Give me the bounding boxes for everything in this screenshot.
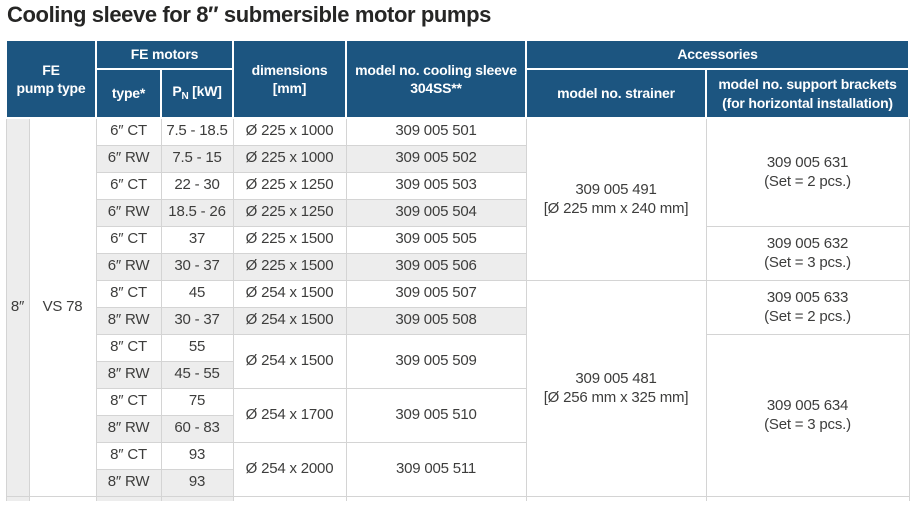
table-row: 6″ RW 7.5 - 15 Ø 225 x 1000 309 005 502 [6,144,909,173]
table-row: 6″ RW 18.5 - 26 Ø 225 x 1250 309 005 504 [6,198,909,227]
table-row: 6″ CT 37 Ø 225 x 1500 309 005 505 309 00… [6,225,910,281]
cell-motor-type: 8″ RW [95,468,162,497]
cell-bracket: 309 005 634 (Set = 3 pcs.) [705,333,910,497]
cell-motor-type: 8″ CT [95,387,162,416]
table-row-cutoff [5,495,910,501]
table-row: 6″ RW 30 - 37 Ø 225 x 1500 309 005 506 [6,252,909,281]
col-header-fe-motors: FE motors [95,39,235,70]
page-title: Cooling sleeve for 8″ submersible motor … [7,2,491,27]
cell-model-no: 309 005 503 [345,171,527,200]
cell-dimensions: Ø 225 x 1500 [232,252,347,281]
cell-pn: 55 [160,333,234,362]
cell-dimensions: Ø 254 x 1500 [232,333,347,389]
cell-motor-type: 6″ CT [95,171,162,200]
cell-pn: 93 [160,441,234,470]
cell-model-no: 309 005 511 [345,441,527,497]
table-row: 8″ VS 78 6″ CT 7.5 - 18.5 Ø 225 x 1000 3… [5,117,910,497]
cell-dimensions: Ø 225 x 1000 [232,117,347,146]
cell-motor-type: 8″ RW [95,306,162,335]
table-row: 8″ RW 93 [6,468,909,497]
cell-strainer: 309 005 491 [Ø 225 mm x 240 mm] [525,117,707,281]
cell-pn: 60 - 83 [160,414,234,443]
table-row: 6″ CT 22 - 30 Ø 225 x 1250 309 005 503 [6,171,909,200]
col-header-pn-kw: PN [kW] [160,68,235,119]
cell-motor-type: 6″ RW [95,198,162,227]
table-row: 8″ RW 45 - 55 [6,360,909,389]
cell-pn: 30 - 37 [160,252,234,281]
cell-pump-size: 8″ [5,117,30,497]
cell-dimensions: Ø 225 x 1250 [232,198,347,227]
cell-bracket: 309 005 633 (Set = 2 pcs.) [705,279,910,335]
cell-model-no: 309 005 507 [345,279,527,308]
cell-model-no: 309 005 508 [345,306,527,335]
cell-strainer: 309 005 481 [Ø 256 mm x 325 mm] [525,279,707,497]
cell-pn: 7.5 - 18.5 [160,117,234,146]
cell-bracket: 309 005 631 (Set = 2 pcs.) [705,117,910,227]
cell-dimensions: Ø 254 x 1500 [232,306,347,335]
cell-motor-type: 6″ CT [95,117,162,146]
cell-model-no: 309 005 502 [345,144,527,173]
cell-model-no: 309 005 504 [345,198,527,227]
table-row: 8″ CT 75 Ø 254 x 1700 309 005 510 [6,387,909,443]
col-header-accessories: Accessories [525,39,911,70]
cell-pn: 18.5 - 26 [160,198,234,227]
cell-pn: 22 - 30 [160,171,234,200]
cell-motor-type: 8″ RW [95,360,162,389]
cell-motor-type: 6″ RW [95,144,162,173]
cell-motor-type: 6″ RW [95,252,162,281]
cell-pn: 7.5 - 15 [160,144,234,173]
col-header-type: type* [95,68,163,119]
cell-pn: 30 - 37 [160,306,234,335]
cell-bracket: 309 005 632 (Set = 3 pcs.) [705,225,910,281]
cell-dimensions: Ø 254 x 1500 [232,279,347,308]
cell-pump-type: VS 78 [28,117,97,497]
cooling-sleeve-table: FE pump type FE motors dimensions [mm] m… [4,39,911,501]
col-header-support-brackets: model no. support brackets (for horizont… [705,68,911,119]
cell-pn: 37 [160,225,234,254]
cell-dimensions: Ø 225 x 1000 [232,144,347,173]
cell-motor-type: 8″ CT [95,441,162,470]
cell-model-no: 309 005 505 [345,225,527,254]
col-header-dimensions: dimensions [mm] [232,39,348,119]
cell-model-no: 309 005 510 [345,387,527,443]
cell-model-no: 309 005 506 [345,252,527,281]
cell-motor-type: 8″ CT [95,279,162,308]
col-header-fe-pump-type: FE pump type [4,39,98,119]
table-row: 8″ CT 45 Ø 254 x 1500 309 005 507 309 00… [6,279,910,497]
cell-pn: 75 [160,387,234,416]
cell-dimensions: Ø 225 x 1250 [232,171,347,200]
table-row: 8″ RW 30 - 37 Ø 254 x 1500 309 005 508 [6,306,909,335]
cell-dimensions: Ø 254 x 2000 [232,441,347,497]
col-header-strainer: model no. strainer [525,68,708,119]
table-row: 8″ CT 93 Ø 254 x 2000 309 005 511 [6,441,909,497]
col-header-model-cooling-sleeve: model no. cooling sleeve 304SS** [345,39,528,119]
cell-motor-type: 8″ CT [95,333,162,362]
cell-dimensions: Ø 254 x 1700 [232,387,347,443]
cell-pn: 45 - 55 [160,360,234,389]
table-row: 8″ CT 55 Ø 254 x 1500 309 005 509 309 00… [6,333,910,497]
cell-model-no: 309 005 509 [345,333,527,389]
cell-motor-type: 6″ CT [95,225,162,254]
cell-pn: 45 [160,279,234,308]
cell-dimensions: Ø 225 x 1500 [232,225,347,254]
cell-motor-type: 8″ RW [95,414,162,443]
cell-model-no: 309 005 501 [345,117,527,146]
cell-pn: 93 [160,468,234,497]
